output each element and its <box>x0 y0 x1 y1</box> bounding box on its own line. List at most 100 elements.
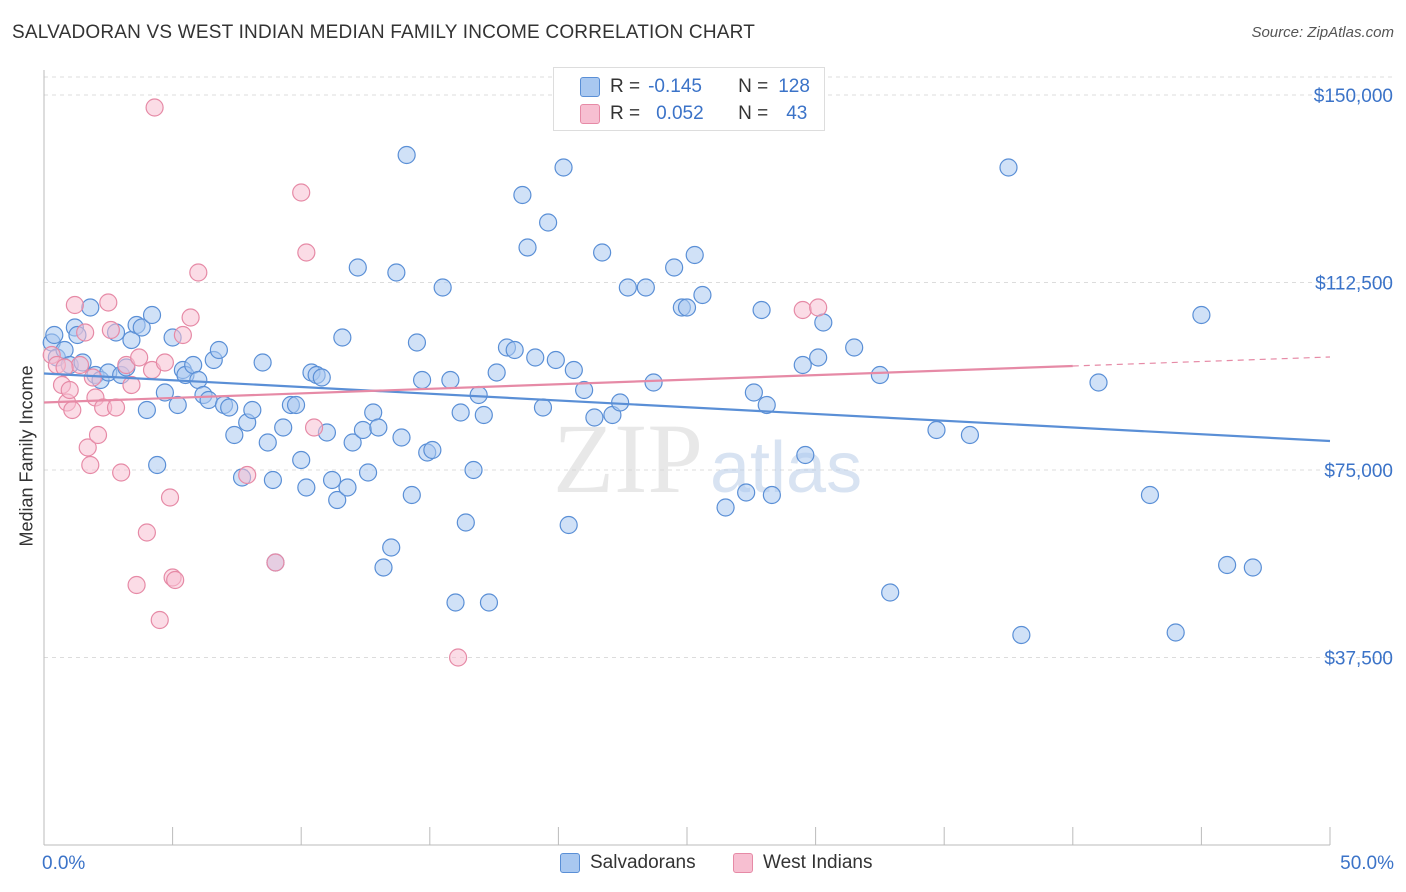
stats-legend: R = -0.145 N = 128 R = 0.052 N = 43 <box>553 67 825 131</box>
data-point <box>225 425 244 445</box>
data-point <box>505 340 524 360</box>
legend-item-west-indians[interactable]: West Indians <box>733 852 872 874</box>
data-point <box>644 373 663 392</box>
data-point <box>870 365 890 385</box>
data-point <box>322 470 342 490</box>
data-point <box>479 593 499 612</box>
data-point <box>333 328 352 347</box>
legend-label-west-indians: West Indians <box>763 852 873 873</box>
data-point <box>464 460 483 480</box>
data-point <box>593 243 612 262</box>
data-point <box>145 98 164 117</box>
data-point <box>575 380 594 400</box>
data-point <box>737 483 756 502</box>
data-point <box>752 300 771 320</box>
data-point <box>343 433 362 452</box>
n-label: N = <box>738 76 769 97</box>
data-point <box>456 513 475 532</box>
data-point <box>155 383 174 402</box>
data-point <box>199 390 218 410</box>
legend-item-salvadorans[interactable]: Salvadorans <box>560 852 696 874</box>
data-point <box>99 293 118 312</box>
axes <box>43 70 1331 846</box>
trend-line <box>43 372 1331 443</box>
data-point <box>762 485 781 505</box>
data-point <box>263 470 283 490</box>
legend-swatch-west-indians <box>733 853 753 873</box>
data-point <box>809 348 828 367</box>
legend-swatch-salvadorans <box>560 853 580 873</box>
data-point <box>304 418 324 437</box>
data-point <box>474 405 493 425</box>
n-value-west-indians: 43 <box>786 103 808 124</box>
data-point <box>122 375 141 395</box>
data-point <box>181 308 200 327</box>
y-tick-label: $75,000 <box>1324 461 1393 482</box>
bottom-legend: Salvadorans West Indians <box>0 848 1406 880</box>
data-point <box>112 463 131 482</box>
y-tick-label: $112,500 <box>1315 274 1393 295</box>
data-point <box>173 325 192 345</box>
r-label: R = <box>610 76 641 97</box>
data-point <box>618 278 637 297</box>
data-point <box>451 403 470 422</box>
data-point <box>796 445 815 465</box>
data-point <box>166 570 185 590</box>
n-value-salvadorans: 128 <box>778 76 810 97</box>
stats-swatch-salvadorans <box>580 77 600 97</box>
data-point <box>960 425 980 445</box>
data-point <box>757 395 776 415</box>
data-point <box>716 498 735 517</box>
data-point <box>81 455 100 475</box>
r-label: R = <box>610 103 641 124</box>
data-point <box>845 338 864 357</box>
data-point <box>130 348 149 367</box>
data-point <box>101 320 120 340</box>
data-point <box>1166 623 1185 642</box>
data-point <box>220 398 239 417</box>
data-point <box>423 440 442 460</box>
stats-row-west-indians: R = 0.052 N = 43 <box>580 103 807 125</box>
data-point <box>1218 555 1237 575</box>
data-point <box>1012 625 1031 645</box>
data-point <box>258 433 277 452</box>
legend-label-salvadorans: Salvadorans <box>590 852 696 873</box>
data-point <box>374 558 393 577</box>
data-point <box>150 610 169 630</box>
data-point <box>441 370 460 390</box>
data-point <box>402 485 421 505</box>
x-tick-label: 50.0% <box>1340 853 1394 874</box>
data-point <box>353 420 373 440</box>
data-point <box>70 355 90 375</box>
data-point <box>127 575 146 595</box>
series-salvadorans <box>42 145 1262 645</box>
data-point <box>142 305 162 325</box>
y-tick-label: $150,000 <box>1314 86 1393 107</box>
data-point <box>1140 485 1160 505</box>
data-point <box>999 158 1018 177</box>
chart-title: SALVADORAN VS WEST INDIAN MEDIAN FAMILY … <box>12 22 756 43</box>
data-point <box>927 420 946 440</box>
data-point <box>274 418 293 437</box>
data-point <box>78 438 97 457</box>
data-point <box>266 553 285 572</box>
data-point <box>412 370 432 390</box>
data-point <box>793 355 812 375</box>
data-point <box>168 395 187 415</box>
data-point <box>148 455 167 475</box>
data-point <box>88 425 108 445</box>
data-point <box>554 158 573 177</box>
trend-line-extension <box>1072 356 1331 367</box>
data-point <box>63 400 82 420</box>
watermark: ZIP atlas <box>553 403 862 514</box>
series-west-indians <box>42 98 828 667</box>
data-point <box>693 285 712 305</box>
data-point <box>358 463 378 482</box>
y-axis-label: Median Family Income <box>16 365 37 547</box>
watermark-atlas: atlas <box>710 428 862 508</box>
data-point <box>526 348 545 367</box>
data-point <box>106 398 126 417</box>
data-point <box>243 400 262 420</box>
data-point <box>539 213 558 232</box>
